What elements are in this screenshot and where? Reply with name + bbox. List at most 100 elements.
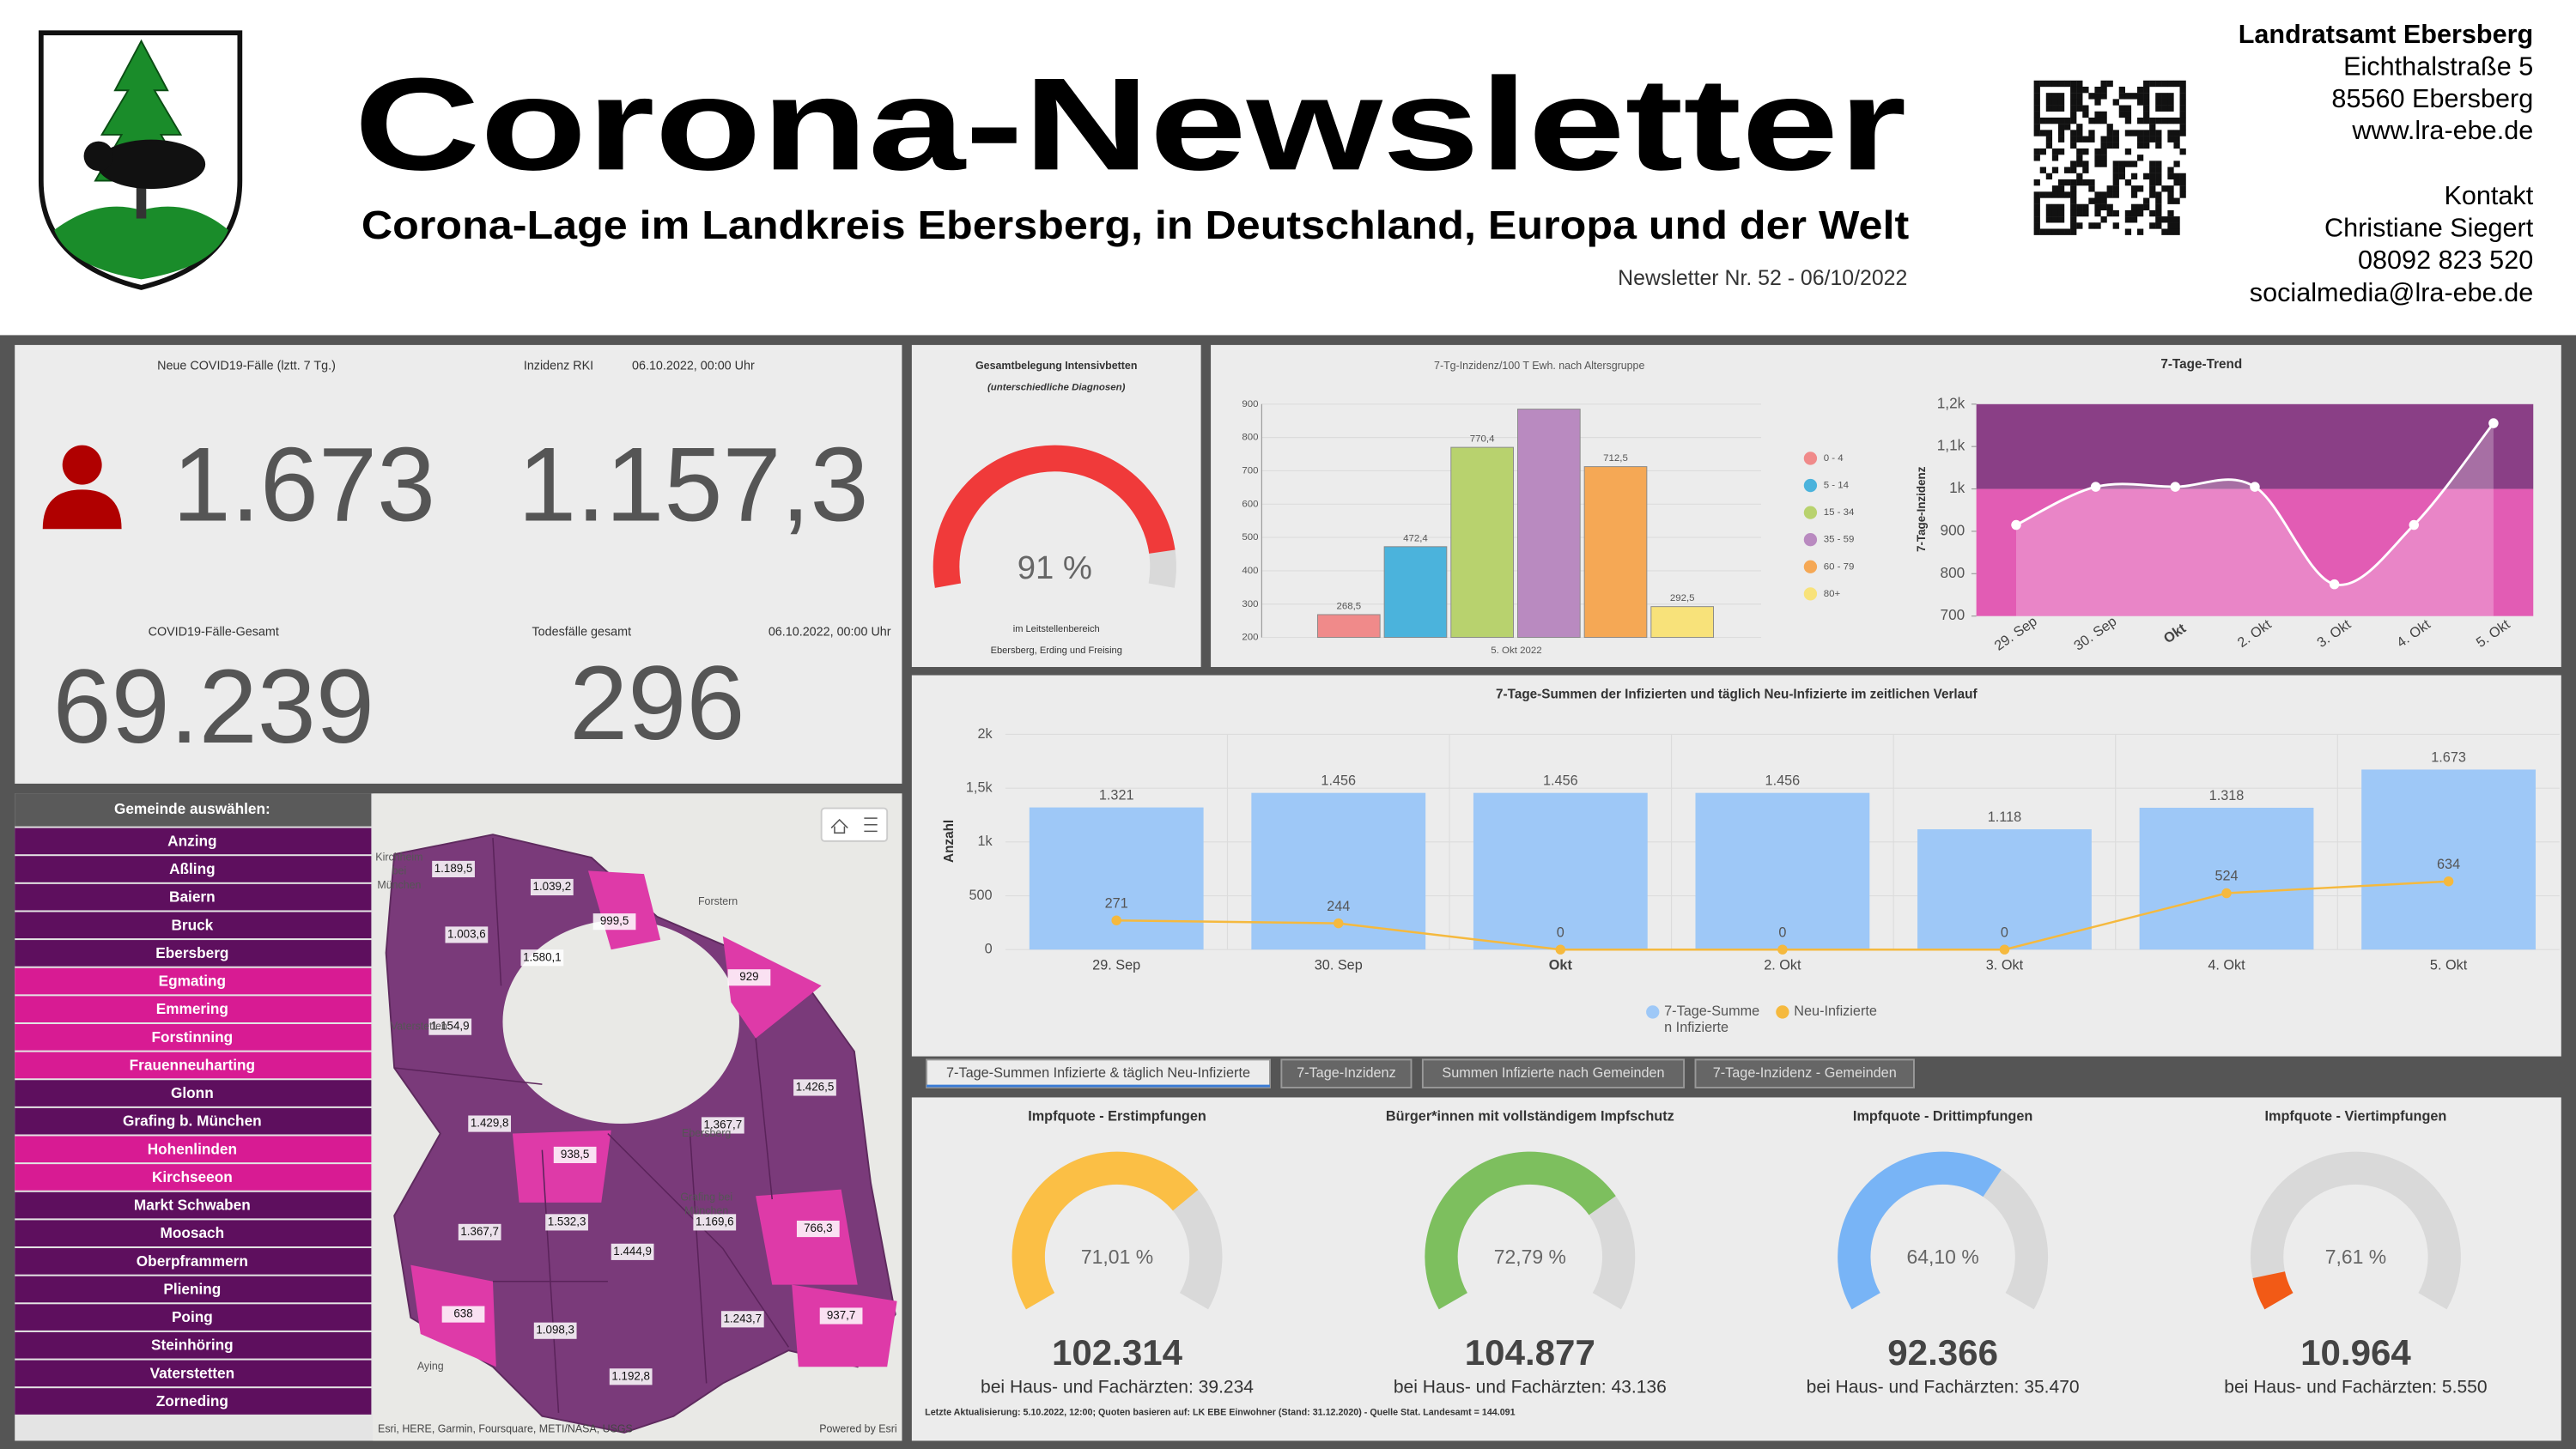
qr-module [2033,155,2040,161]
municipality-button[interactable] [15,1331,372,1359]
municipality-button[interactable] [15,828,372,855]
municipality-button[interactable] [15,967,372,995]
qr-module [2167,167,2174,173]
qr-module [2100,203,2107,211]
map-label-bg [553,1146,597,1163]
qr-module [2082,203,2089,211]
tab-label: 7-Tage-Inzidenz [1297,1065,1396,1081]
qr-module [2173,179,2180,186]
municipality-name: Kirchseeon [152,1168,233,1185]
qr-module [2045,203,2053,211]
legend-swatch [1803,587,1818,601]
qr-module [2149,124,2156,130]
place-name: Aying [417,1361,444,1373]
municipality-button[interactable] [15,1360,372,1387]
qr-module [2179,173,2186,180]
qr-module [2057,80,2065,88]
x-tick-label: Okt [1549,958,1573,973]
data-label: 712,5 [1603,453,1628,464]
title: Corona-Newsletter [354,51,1906,197]
map-label: 1.367,7 [704,1119,743,1131]
qr-module [2149,185,2156,192]
qr-module [2070,197,2077,204]
municipality-button[interactable] [15,1388,372,1415]
municipality-button[interactable] [15,856,372,882]
qr-module [2173,173,2180,180]
qr-module [2106,130,2113,136]
qr-module [2076,99,2083,106]
qr-module [2130,185,2138,192]
qr-module [2143,173,2150,180]
municipality-button[interactable] [15,1248,372,1275]
qr-module [2155,80,2162,88]
qr-module [2167,105,2174,112]
data-label: 0 [1778,925,1786,940]
map-label-bg [468,1115,512,1132]
legend-swatch [1803,533,1818,547]
gauge-value [1838,1151,2002,1310]
qr-module [2070,136,2077,142]
map-label: 1.532,3 [548,1215,586,1228]
qr-module [2094,161,2101,167]
tab[interactable] [1421,1058,1686,1088]
municipality-button[interactable] [15,1276,372,1303]
municipality-button[interactable] [15,1220,372,1247]
qr-module [2076,173,2083,180]
qr-module [2130,216,2138,223]
municipality-button[interactable] [15,912,372,939]
map-label: 1.169,6 [696,1215,734,1228]
municipality-button[interactable] [15,940,372,967]
qr-module [2057,228,2065,235]
qr-module [2173,222,2180,229]
contact-line: 08092 823 520 [2358,246,2533,275]
qr-module [2064,124,2071,130]
qr-module [2057,148,2065,155]
gauge-track [2251,1151,2461,1310]
municipality-button[interactable] [15,1164,372,1191]
qr-module [2064,179,2071,186]
address-line: Eichthalstraße 5 [2343,52,2533,82]
tab[interactable] [1694,1058,1915,1088]
map-powered: Powered by Esri [819,1422,896,1434]
issue: Newsletter Nr. 52 - 06/10/2022 [1618,266,1907,290]
municipality-button[interactable] [15,1080,372,1106]
municipality-button[interactable] [15,883,372,911]
map-label: 938,5 [561,1148,589,1161]
bar [1383,546,1448,639]
municipality-button[interactable] [15,1191,372,1219]
municipality-button[interactable] [15,1136,372,1163]
contact-line: Christiane Siegert [2324,213,2534,242]
qr-module [2057,203,2065,211]
municipality-button[interactable] [15,1304,372,1331]
data-label: 1.456 [1765,773,1801,789]
qr-module [2130,191,2138,198]
qr-module [2155,216,2162,223]
map-label-bg [545,1214,588,1231]
y-tick-label: 1k [1949,479,1965,496]
tab[interactable] [1280,1058,1413,1088]
qr-module [2112,209,2119,217]
municipality-name: Markt Schwaben [134,1197,251,1214]
legend-label: 60 - 79 [1824,561,1855,572]
legend-swatch [1776,1005,1789,1019]
municipality-button[interactable] [15,1052,372,1079]
qr-module [2100,148,2107,155]
qr-module [2124,228,2132,235]
qr-module [2155,173,2162,180]
tab[interactable] [926,1058,1271,1088]
qr-module [2033,216,2040,223]
map-label-bg [458,1223,501,1240]
qr-module [2179,111,2186,118]
kpi-label: Todesfälle gesamt [532,626,631,640]
point [1999,944,2010,955]
qr-module [2045,142,2053,149]
municipality-button[interactable] [15,996,372,1022]
municipality-button[interactable] [15,1023,372,1051]
qr-module [2161,99,2168,106]
data-label: 292,5 [1670,593,1695,603]
qr-module [2136,203,2144,211]
municipality-button[interactable] [15,1107,372,1135]
qr-module [2167,197,2174,204]
gauge-value [2252,1270,2293,1310]
